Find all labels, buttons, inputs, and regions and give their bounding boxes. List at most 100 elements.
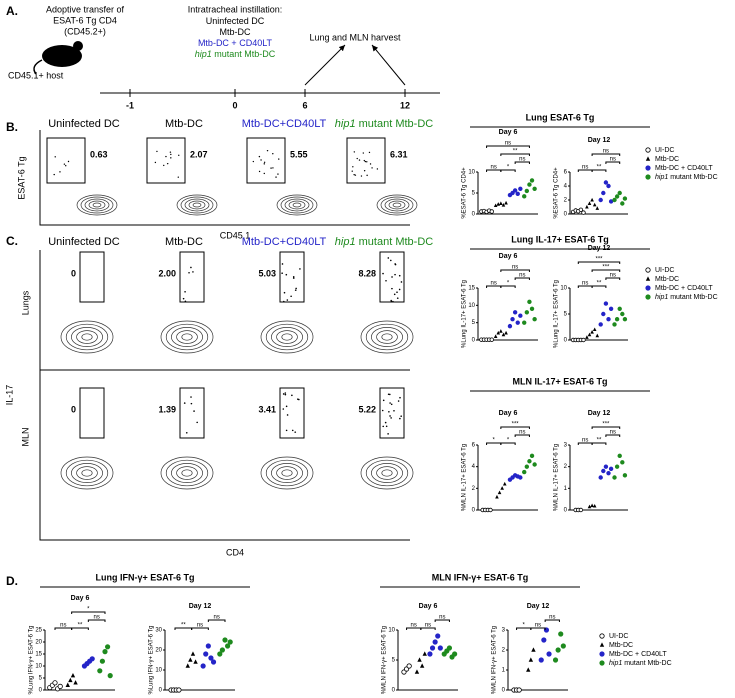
contour — [88, 200, 106, 210]
y-axis-label: %Lung IL-17+ ESAT-6 Tg — [554, 280, 560, 348]
data-point — [446, 645, 453, 651]
sig-label: ns — [535, 623, 541, 629]
sig-bracket — [591, 269, 621, 272]
y-tick-label: 30 — [155, 628, 162, 634]
label: UI-DC — [609, 633, 628, 640]
label: Mtb-DC — [220, 27, 251, 37]
legend-marker — [645, 267, 651, 273]
event — [393, 293, 396, 296]
label: hip1 mutant Mtb-DC — [335, 118, 433, 130]
event — [399, 417, 401, 420]
sig-label: ns — [519, 430, 525, 436]
sig-bracket — [71, 611, 106, 614]
data-point — [518, 186, 523, 191]
sig-label: *** — [512, 422, 520, 428]
sig-label: * — [523, 623, 526, 629]
data-point — [595, 333, 600, 338]
event — [252, 160, 255, 163]
data-point — [581, 210, 586, 215]
label: Mtb-DC — [655, 276, 679, 283]
contour — [60, 456, 114, 490]
event — [170, 157, 172, 159]
event — [266, 149, 269, 152]
transfer-text: Adoptive transfer of — [46, 4, 125, 14]
event — [188, 271, 190, 274]
data-point — [532, 462, 537, 467]
event — [183, 402, 186, 404]
y-tick-label: 0 — [472, 508, 476, 514]
y-tick-label: 10 — [468, 170, 475, 176]
event — [398, 288, 401, 291]
sig-bracket — [591, 153, 621, 156]
data-point — [608, 466, 614, 472]
data-point — [414, 669, 420, 674]
sig-bracket — [591, 285, 607, 288]
contour — [92, 202, 102, 208]
data-point — [190, 651, 196, 656]
contour — [65, 459, 109, 487]
y-tick-label: 5 — [39, 676, 43, 682]
contour — [292, 202, 302, 208]
data-point — [538, 657, 544, 663]
sig-label: ns — [582, 438, 588, 444]
label: UI-DC — [655, 267, 674, 274]
data-point — [606, 183, 611, 189]
sig-bracket — [434, 619, 450, 622]
event — [192, 271, 194, 273]
data-point — [501, 203, 506, 207]
event — [353, 173, 355, 176]
legend-marker — [645, 165, 651, 171]
y-tick-label: 0 — [564, 212, 568, 218]
plot-title: Day 12 — [588, 410, 611, 417]
contour — [65, 323, 109, 351]
label: Mtb-DC+CD40LT — [242, 118, 327, 130]
data-point — [499, 201, 503, 205]
event — [394, 273, 396, 276]
plot-title: Day 6 — [419, 603, 438, 610]
sig-bracket — [591, 442, 607, 445]
event — [390, 403, 393, 406]
sig-bracket — [577, 261, 621, 264]
event — [282, 300, 285, 303]
y-tick-label: 1 — [502, 668, 506, 674]
host-text: CD45.1+ host — [8, 70, 64, 80]
data-point — [452, 651, 458, 657]
event — [391, 276, 393, 278]
gate — [146, 137, 186, 184]
gate-value: 2.07 — [190, 149, 208, 159]
data-point — [57, 683, 63, 690]
contour — [288, 200, 306, 210]
data-point — [585, 204, 589, 209]
event — [400, 415, 402, 417]
label-text: Mtb-DC — [609, 642, 633, 649]
event — [283, 291, 286, 294]
gate — [79, 387, 105, 439]
data-point — [496, 330, 501, 335]
contour — [188, 200, 206, 210]
label: Uninfected DC — [48, 118, 120, 130]
contour — [360, 320, 414, 354]
data-point — [516, 687, 522, 693]
event — [182, 297, 185, 300]
label: hip1 mutant Mtb-DC — [655, 294, 718, 301]
label: hip1 mutant Mtb-DC — [609, 660, 672, 667]
sig-label: ** — [513, 149, 518, 155]
label-text: Uninfected DC — [206, 16, 265, 26]
data-point — [208, 655, 214, 661]
sig-label: * — [507, 165, 510, 171]
label-text: mutant Mtb-DC — [359, 118, 434, 130]
legend-marker — [599, 633, 605, 639]
plot-title: Day 6 — [71, 595, 90, 602]
event — [381, 409, 384, 412]
gate-value: 1.39 — [158, 404, 176, 414]
y-tick-label: 10 — [468, 303, 475, 309]
sig-label: ** — [78, 623, 83, 629]
chart-group-title: Lung IFN-γ+ ESAT-6 Tg — [95, 572, 194, 582]
plot-title: Day 12 — [189, 603, 212, 610]
sig-label: * — [87, 607, 90, 613]
data-point — [437, 645, 443, 651]
y-tick-label: 15 — [468, 286, 475, 292]
data-point — [427, 651, 433, 657]
data-point — [595, 206, 600, 210]
sig-label: ns — [60, 623, 66, 629]
